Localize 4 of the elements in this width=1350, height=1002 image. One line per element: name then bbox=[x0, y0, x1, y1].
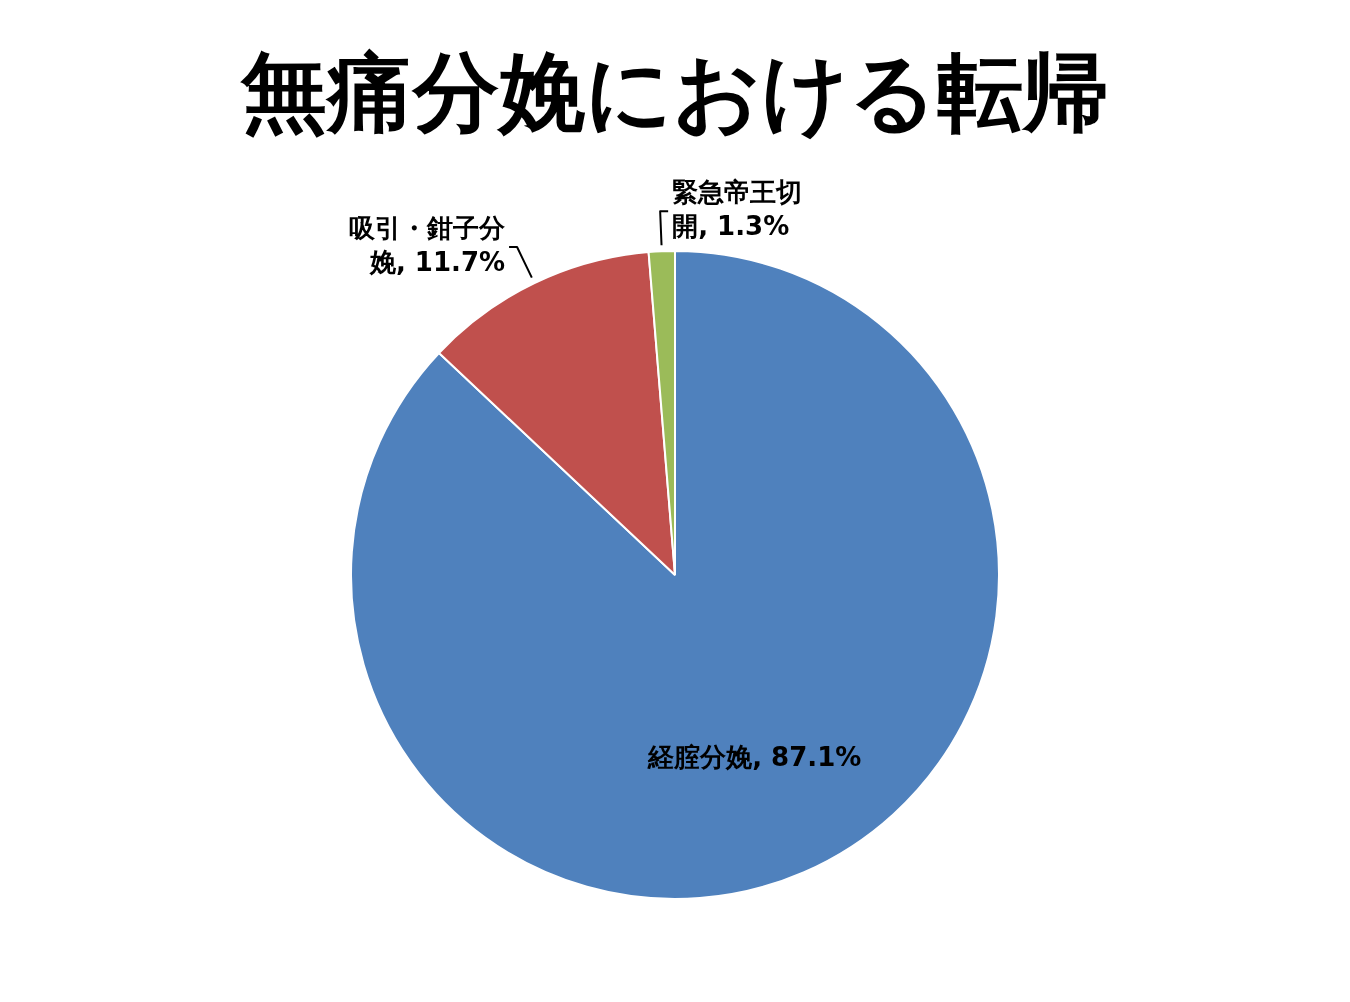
slice-label: 吸引・鉗子分娩, 11.7% bbox=[349, 212, 507, 277]
slice-label: 緊急帝王切開, 1.3% bbox=[672, 177, 803, 242]
chart-title: 無痛分娩における転帰 bbox=[239, 42, 1110, 142]
slice-label: 経腟分娩, 87.1% bbox=[647, 742, 862, 773]
